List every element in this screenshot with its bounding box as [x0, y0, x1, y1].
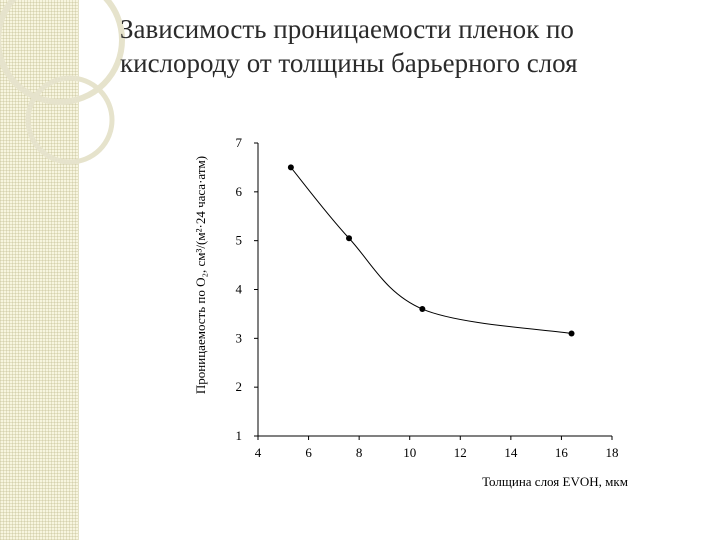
y-tick-label: 3	[236, 330, 243, 345]
data-point	[419, 306, 426, 313]
chart-axes	[257, 143, 612, 437]
x-tick-label: 18	[606, 445, 619, 460]
y-tick-label: 4	[236, 282, 243, 297]
y-axis-label: Проницаемость по O₂, см³/(м²·24 часа·атм…	[193, 156, 208, 394]
data-point	[568, 330, 575, 337]
series-line	[290, 167, 572, 334]
x-axis-label: Толщина слоя EVOH, мкм	[482, 474, 628, 489]
chart-plot-area	[287, 164, 575, 337]
slide-title: Зависимость проницаемости пленок по кисл…	[120, 12, 680, 80]
y-tick-label: 2	[236, 379, 243, 394]
x-tick-label: 16	[555, 445, 569, 460]
decorative-ornament	[0, 0, 125, 165]
slide-title-line-2: кислороду от толщины барьерного слоя	[120, 48, 578, 78]
y-tick-label: 1	[236, 428, 243, 443]
x-tick-label: 10	[403, 445, 416, 460]
slide-title-line-1: Зависимость проницаемости пленок по	[120, 14, 574, 44]
data-point	[287, 164, 294, 171]
y-tick-label: 5	[236, 233, 243, 248]
x-tick-label: 14	[504, 445, 518, 460]
y-tick-label: 6	[236, 184, 243, 199]
data-point	[346, 235, 353, 242]
x-tick-label: 12	[454, 445, 467, 460]
x-tick-label: 8	[356, 445, 363, 460]
y-tick-label: 7	[236, 135, 243, 150]
x-tick-label: 4	[255, 445, 262, 460]
x-tick-label: 6	[305, 445, 312, 460]
